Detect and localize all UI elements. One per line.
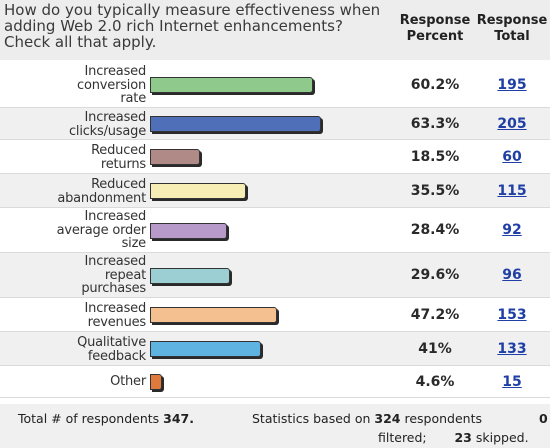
filtered-label: filtered; bbox=[378, 430, 427, 445]
statistics-note-line2: filtered; 23 skipped. bbox=[378, 430, 529, 445]
response-total-link[interactable]: 133 bbox=[497, 341, 527, 357]
response-total-link[interactable]: 60 bbox=[502, 149, 522, 165]
response-total-link[interactable]: 92 bbox=[502, 222, 522, 238]
response-bar bbox=[150, 149, 200, 165]
category-label: Increased average order size bbox=[56, 209, 147, 251]
skipped-value: 23 bbox=[454, 430, 472, 445]
statistics-prefix: Statistics based on bbox=[252, 411, 371, 426]
respondents-total-value: 347. bbox=[163, 411, 194, 426]
response-bar bbox=[150, 374, 162, 390]
respondents-total-label: Total # of respondents bbox=[18, 411, 160, 426]
table-row: Increased conversion rate 60.2% 195 bbox=[0, 62, 550, 108]
category-label: Other bbox=[110, 374, 146, 389]
category-label: Reduced returns bbox=[91, 143, 146, 172]
table-row: Increased repeat purchases 29.6% 96 bbox=[0, 253, 550, 298]
response-percent: 29.6% bbox=[410, 267, 460, 283]
table-row: Other 4.6% 15 bbox=[0, 366, 550, 398]
response-percent: 63.3% bbox=[410, 116, 460, 132]
response-percent: 47.2% bbox=[410, 307, 460, 323]
response-total-link[interactable]: 205 bbox=[497, 116, 527, 132]
question-text: How do you typically measure effectivene… bbox=[4, 1, 381, 51]
respondents-total: Total # of respondents 347. bbox=[18, 411, 194, 426]
response-bar bbox=[150, 183, 246, 199]
category-label: Increased repeat purchases bbox=[81, 254, 146, 296]
statistics-respondents-value: 324 bbox=[374, 411, 401, 426]
response-percent: 35.5% bbox=[410, 183, 460, 199]
table-row: Increased revenues 47.2% 153 bbox=[0, 298, 550, 332]
table-row: Increased clicks/usage 63.3% 205 bbox=[0, 108, 550, 140]
response-bar bbox=[150, 268, 230, 284]
table-header: How do you typically measure effectivene… bbox=[0, 0, 550, 60]
category-label: Qualitative feedback bbox=[77, 335, 146, 364]
response-percent: 18.5% bbox=[410, 149, 460, 165]
statistics-suffix: respondents bbox=[404, 411, 482, 426]
response-bar bbox=[150, 341, 261, 357]
response-percent-header: Response Percent bbox=[399, 13, 471, 44]
table-footer: Total # of respondents 347. Statistics b… bbox=[0, 404, 550, 448]
response-total-link[interactable]: 195 bbox=[497, 77, 527, 93]
category-label: Increased clicks/usage bbox=[68, 110, 146, 139]
table-row: Increased average order size 28.4% 92 bbox=[0, 208, 550, 253]
category-label: Increased conversion rate bbox=[77, 64, 146, 106]
filtered-value: 0 bbox=[539, 411, 548, 426]
response-bar bbox=[150, 116, 321, 132]
statistics-note: Statistics based on 324 respondents bbox=[252, 411, 482, 426]
response-total-link[interactable]: 15 bbox=[502, 374, 522, 390]
skipped-label: skipped. bbox=[475, 430, 529, 445]
response-percent: 41% bbox=[418, 341, 452, 357]
response-percent: 60.2% bbox=[410, 77, 460, 93]
table-row: Reduced abandonment 35.5% 115 bbox=[0, 174, 550, 208]
response-total-header: Response Total bbox=[476, 13, 548, 44]
table-row: Reduced returns 18.5% 60 bbox=[0, 140, 550, 174]
response-total-link[interactable]: 96 bbox=[502, 267, 522, 283]
response-percent: 4.6% bbox=[415, 374, 455, 390]
response-bar bbox=[150, 307, 277, 323]
category-label: Reduced abandonment bbox=[57, 177, 146, 206]
response-bar bbox=[150, 77, 313, 93]
response-total-link[interactable]: 115 bbox=[497, 183, 527, 199]
category-label: Increased revenues bbox=[84, 301, 147, 330]
table-row: Qualitative feedback 41% 133 bbox=[0, 332, 550, 366]
response-percent: 28.4% bbox=[410, 222, 460, 238]
response-bar bbox=[150, 223, 227, 239]
response-total-link[interactable]: 153 bbox=[497, 307, 527, 323]
